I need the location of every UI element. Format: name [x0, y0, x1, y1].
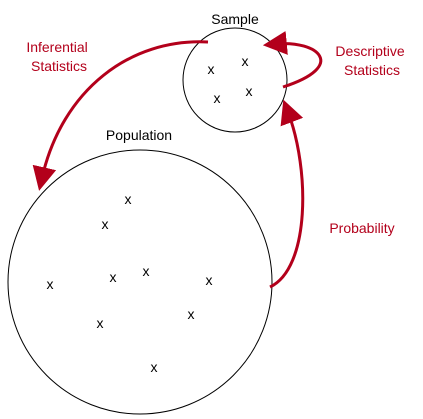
descriptive-label: Descriptive Statistics	[335, 43, 408, 78]
descriptive-label-line2: Statistics	[344, 62, 400, 78]
probability-arrow	[269, 99, 305, 289]
inferential-label-line2: Statistics	[31, 58, 87, 74]
population-mark: x	[102, 216, 109, 232]
population-mark: x	[206, 272, 213, 288]
population-title: Population	[106, 127, 172, 143]
inferential-arrow	[32, 40, 209, 191]
sample-mark: x	[214, 90, 221, 106]
sample-title: Sample	[211, 11, 259, 27]
probability-label: Probability	[329, 220, 394, 236]
population-mark: x	[143, 263, 150, 279]
inferential-label-line1: Inferential	[26, 39, 87, 55]
population-mark: x	[151, 359, 158, 375]
population-mark: x	[97, 315, 104, 331]
population-circle	[7, 149, 273, 415]
population-mark: x	[125, 191, 132, 207]
population-mark: x	[188, 306, 195, 322]
descriptive-label-line1: Descriptive	[335, 43, 404, 59]
sample-mark: x	[208, 61, 215, 77]
population-mark: x	[47, 276, 54, 292]
population-mark: x	[110, 269, 117, 285]
sample-mark: x	[246, 83, 253, 99]
sample-circle	[182, 27, 288, 133]
inferential-label: Inferential Statistics	[26, 39, 91, 74]
descriptive-arrow	[262, 31, 323, 89]
sample-mark: x	[242, 53, 249, 69]
